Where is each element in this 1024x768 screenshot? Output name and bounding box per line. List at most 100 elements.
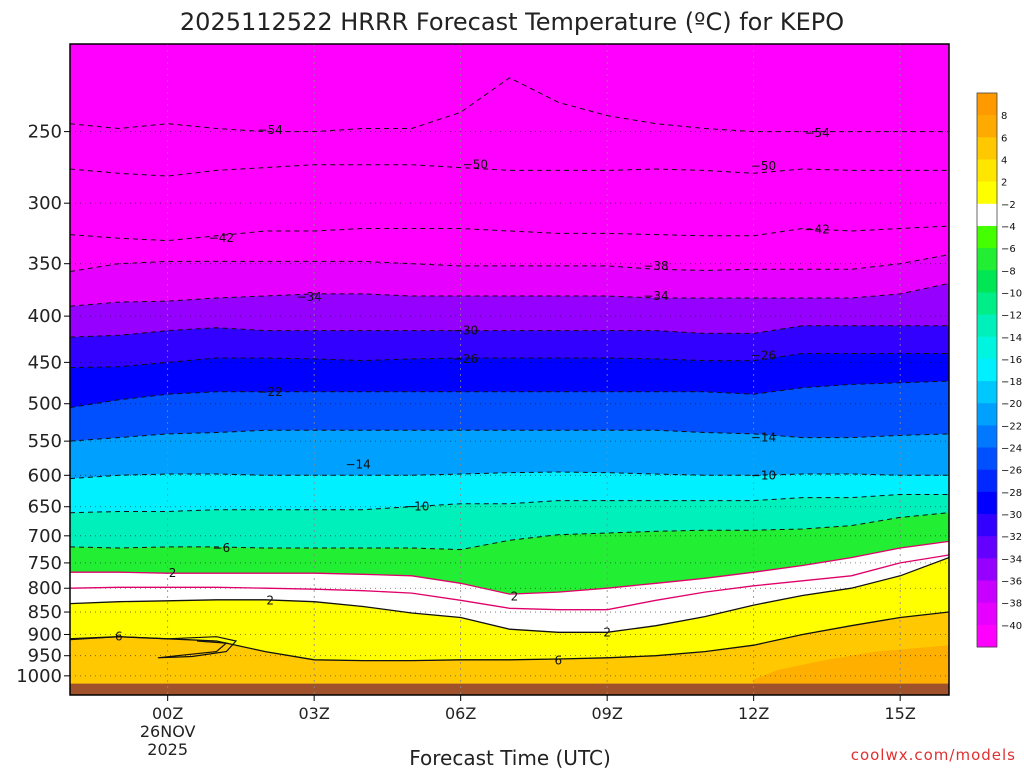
colorbar-tick-18: −30: [1001, 510, 1022, 521]
contour-label-14: −14: [345, 458, 370, 472]
contour-label-11: −26: [751, 348, 776, 362]
colorbar-swatch-1: [977, 115, 997, 138]
colorbar-tick-13: −20: [1001, 399, 1022, 410]
contour-label-16: −10: [404, 500, 429, 514]
colorbar-swatch-8: [977, 270, 997, 293]
contour-label-18: 2: [169, 566, 177, 580]
isotherm-11: [70, 512, 949, 551]
ground: [70, 683, 949, 695]
xtick-label-0: 00Z: [152, 704, 183, 723]
ytick-label-450: 450: [28, 352, 62, 373]
colorbar-tick-20: −34: [1001, 554, 1022, 565]
colorbar-swatch-23: [977, 602, 997, 626]
colorbar-tick-8: −10: [1001, 288, 1022, 299]
contour-label-6: −38: [643, 259, 668, 273]
ytick-label-350: 350: [28, 254, 62, 275]
xtick-date-day: 26NOV: [140, 722, 196, 741]
contour-label-5: −42: [804, 223, 829, 237]
contour-label-20: 2: [511, 589, 519, 603]
ytick-label-300: 300: [28, 193, 62, 214]
colorbar-tick-16: −26: [1001, 466, 1022, 477]
colorbar-swatch-17: [977, 469, 997, 493]
xtick-label-9: 09Z: [592, 704, 623, 723]
isotherm-9: [70, 471, 949, 480]
colorbar-tick-2: 4: [1001, 155, 1007, 166]
colorbar-swatch-11: [977, 336, 997, 360]
colorbar-tick-23: −40: [1001, 621, 1022, 632]
ytick-label-850: 850: [28, 602, 62, 623]
ytick-label-900: 900: [28, 624, 62, 645]
ytick-label-600: 600: [28, 465, 62, 486]
credit-text: coolwx.com/models: [851, 746, 1016, 764]
colorbar-swatch-16: [977, 447, 997, 471]
contour-label-13: −14: [751, 431, 776, 445]
contour-label-2: −50: [463, 158, 488, 172]
colorbar-tick-19: −32: [1001, 532, 1022, 543]
isotherm-13: [70, 556, 949, 633]
ytick-label-800: 800: [28, 578, 62, 599]
temperature-band-14: [70, 612, 949, 695]
y-axis: 2503003504004505005506006507007508008509…: [16, 122, 70, 687]
contour-label-9: −30: [453, 324, 478, 338]
colorbar-swatch-14: [977, 403, 997, 426]
colorbar-swatch-0: [977, 93, 997, 116]
colorbar-swatch-13: [977, 381, 997, 404]
isotherm-4: [70, 282, 949, 307]
isotherm-3: [70, 254, 949, 272]
ytick-label-500: 500: [28, 394, 62, 415]
isotherm-2: [70, 225, 949, 242]
isotherm-7: [70, 380, 949, 409]
contour-label-21: 2: [603, 625, 611, 639]
colorbar-swatch-20: [977, 536, 997, 559]
colorbar-tick-17: −28: [1001, 488, 1022, 499]
contour-label-19: 2: [266, 593, 274, 607]
colorbar-swatch-6: [977, 225, 997, 249]
colorbar-tick-1: 6: [1001, 133, 1007, 144]
ytick-label-650: 650: [28, 497, 62, 518]
isotherm-8: [70, 429, 949, 442]
colorbar-swatch-19: [977, 514, 997, 537]
xtick-label-15: 15Z: [885, 704, 916, 723]
colorbar-tick-22: −38: [1001, 599, 1022, 610]
contour-label-15: −10: [751, 468, 776, 482]
colorbar-swatch-9: [977, 292, 997, 316]
plot-frame: [69, 43, 950, 696]
contour-label-10: −26: [453, 352, 478, 366]
ytick-label-250: 250: [28, 122, 62, 143]
colorbar-tick-5: −4: [1001, 222, 1016, 233]
ytick-label-750: 750: [28, 553, 62, 574]
colorbar-swatch-15: [977, 425, 997, 449]
ytick-label-400: 400: [28, 306, 62, 327]
xtick-label-6: 06Z: [445, 704, 476, 723]
colorbar-swatch-22: [977, 580, 997, 604]
contour-label-7: −34: [297, 290, 322, 304]
freezing-line: [70, 554, 949, 611]
ytick-label-1000: 1000: [16, 666, 62, 687]
ytick-label-700: 700: [28, 526, 62, 547]
colorbar-tick-4: −2: [1001, 200, 1016, 211]
colorbar-swatch-18: [977, 491, 997, 515]
isotherm-6: [70, 353, 949, 369]
colorbar-swatch-24: [977, 624, 997, 648]
x-axis-label: Forecast Time (UTC): [409, 746, 611, 768]
colorbar: 8 6 4 2 −2 −4 −6 −8 −10 −12 −14 −16 −18 −20 −22 −24 −26 −…: [976, 92, 1022, 648]
colorbar-tick-21: −36: [1001, 577, 1022, 588]
contour-label-17: −6: [213, 541, 231, 555]
xtick-date-year: 2025: [147, 740, 188, 759]
isotherm-14: [70, 611, 949, 662]
colorbar-tick-7: −8: [1001, 266, 1016, 277]
colorbar-tick-6: −6: [1001, 244, 1016, 255]
colorbar-tick-10: −14: [1001, 333, 1022, 344]
contour-label-4: −42: [209, 231, 234, 245]
ytick-label-950: 950: [28, 646, 62, 667]
colorbar-swatch-12: [977, 358, 997, 382]
isotherm-contours: −54 −54 −50 −50 −42 −42 −38 −34 −34 −30 −26 −26 −22 −…: [70, 77, 949, 668]
colorbar-tick-11: −16: [1001, 355, 1022, 366]
colorbar-tick-9: −12: [1001, 311, 1022, 322]
colorbar-swatch-2: [977, 137, 997, 160]
contour-label-3: −50: [751, 159, 776, 173]
isotherm-loop: [70, 636, 238, 659]
isotherm-5: [70, 325, 949, 338]
